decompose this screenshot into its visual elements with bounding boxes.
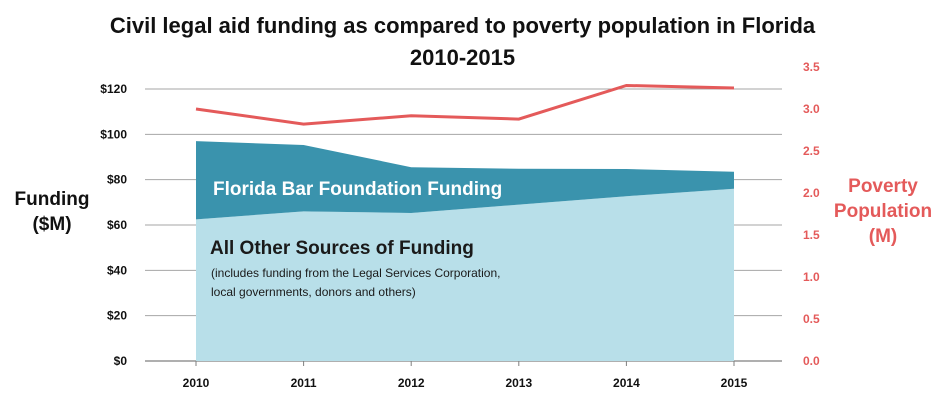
left-axis-title-line2: ($M) — [32, 214, 72, 235]
y2-tick-label: 2.5 — [803, 144, 820, 158]
left-axis-title: Funding ($M) — [2, 187, 102, 237]
y2-tick-label: 2.0 — [803, 186, 820, 200]
x-tick-label: 2014 — [613, 376, 640, 390]
x-tick-label: 2010 — [183, 376, 210, 390]
y2-tick-label: 1.0 — [803, 270, 820, 284]
y2-tick-label: 3.0 — [803, 102, 820, 116]
x-tick-label: 2012 — [398, 376, 425, 390]
label-all-other-sources: All Other Sources of Funding — [210, 238, 474, 259]
x-tick-label: 2011 — [291, 376, 317, 390]
right-axis-title-line3: (M) — [868, 226, 898, 247]
note-line1: (includes funding from the Legal Service… — [211, 266, 501, 280]
note-line2: local governments, donors and others) — [211, 285, 416, 299]
y2-tick-label: 0.5 — [803, 312, 820, 326]
right-axis-title: Poverty Population (M) — [822, 174, 944, 249]
x-tick-label: 2013 — [505, 376, 532, 390]
poverty-population-line — [195, 83, 735, 126]
y-tick-label: $120 — [100, 82, 127, 96]
right-axis-title-line2: Population — [833, 201, 933, 222]
area-all-other-sources — [196, 188, 734, 361]
label-florida-bar-foundation: Florida Bar Foundation Funding — [213, 179, 502, 200]
y-tick-label: $40 — [107, 263, 127, 277]
y-tick-label: $100 — [100, 127, 127, 141]
y-tick-label: $20 — [107, 309, 127, 323]
chart-title-line1: Civil legal aid funding as compared to p… — [109, 13, 816, 38]
y-tick-label: $60 — [107, 218, 127, 232]
chart-title-line2: 2010-2015 — [409, 45, 516, 70]
y-tick-label: $0 — [114, 354, 128, 368]
right-axis-title-line1: Poverty — [848, 176, 918, 197]
x-tick-label: 2015 — [721, 376, 748, 390]
area-florida-bar-foundation — [196, 141, 734, 220]
y-tick-label: $80 — [107, 173, 127, 187]
y2-tick-label: 1.5 — [803, 228, 820, 242]
left-axis-title-line1: Funding — [14, 189, 90, 210]
axis-ticks: $0 $20 $40 $60 $80 $100 $120 0.0 0.5 1.0 1.5 2.0 2.5… — [100, 60, 820, 390]
y2-tick-label: 3.5 — [803, 60, 820, 74]
y2-tick-label: 0.0 — [803, 354, 820, 368]
